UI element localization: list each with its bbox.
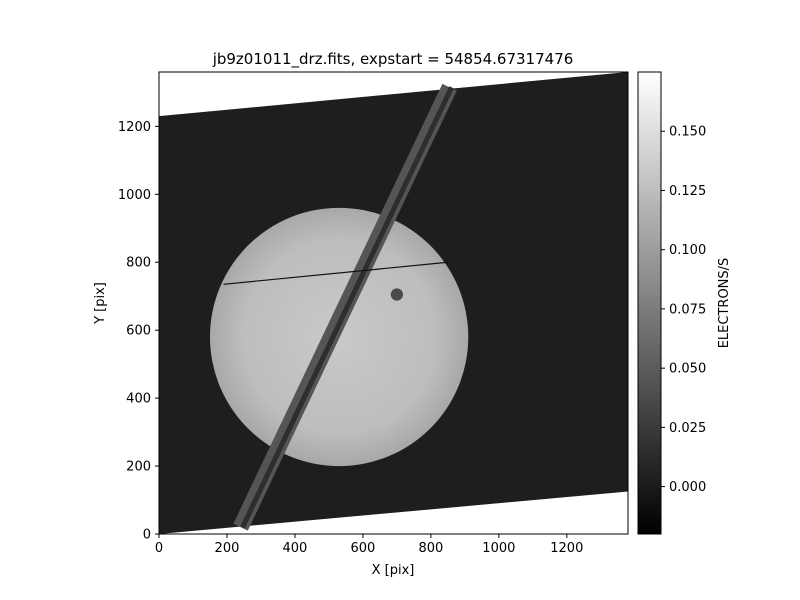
x-tick-label: 1000 <box>482 541 515 556</box>
axes-frame <box>158 71 629 535</box>
chart-title: jb9z01011_drz.fits, expstart = 54854.673… <box>212 50 574 69</box>
x-tick-label: 600 <box>350 541 375 556</box>
y-axis-label: Y [pix] <box>93 282 108 325</box>
x-tick-label: 1200 <box>550 541 583 556</box>
colorbar-ticks: 0.000 0.025 0.050 0.075 0.100 0.125 0.150 <box>661 125 706 495</box>
colorbar-tick-label: 0.000 <box>669 480 706 495</box>
x-axis-ticks: 0 200 400 600 800 1000 1200 <box>155 534 583 556</box>
colorbar-tick-label: 0.100 <box>669 243 706 258</box>
ring-shadow <box>240 86 454 529</box>
y-tick-label: 200 <box>126 460 151 475</box>
colorbar-tick-label: 0.050 <box>669 362 706 377</box>
x-tick-label: 0 <box>155 541 163 556</box>
moon-shadow <box>390 288 404 301</box>
colorbar-tick-label: 0.125 <box>669 184 706 199</box>
colorbar-tick-label: 0.150 <box>669 125 706 140</box>
y-tick-label: 0 <box>143 528 151 543</box>
x-tick-label: 800 <box>418 541 443 556</box>
x-tick-label: 400 <box>283 541 308 556</box>
y-tick-label: 800 <box>126 256 151 271</box>
colorbar-tick-label: 0.075 <box>669 302 706 317</box>
x-axis-label: X [pix] <box>372 563 415 578</box>
y-tick-label: 1200 <box>118 120 151 135</box>
colorbar-tick-label: 0.025 <box>669 421 706 436</box>
y-tick-label: 400 <box>126 392 151 407</box>
colorbar <box>637 71 662 535</box>
chip-gap-line <box>223 261 448 285</box>
y-axis-ticks: 0 200 400 600 800 1000 1200 <box>118 120 159 543</box>
y-tick-label: 600 <box>126 324 151 339</box>
image-area <box>159 72 628 534</box>
colorbar-label: ELECTRONS/S <box>717 258 732 349</box>
y-tick-label: 1000 <box>118 188 151 203</box>
x-tick-label: 200 <box>215 541 240 556</box>
